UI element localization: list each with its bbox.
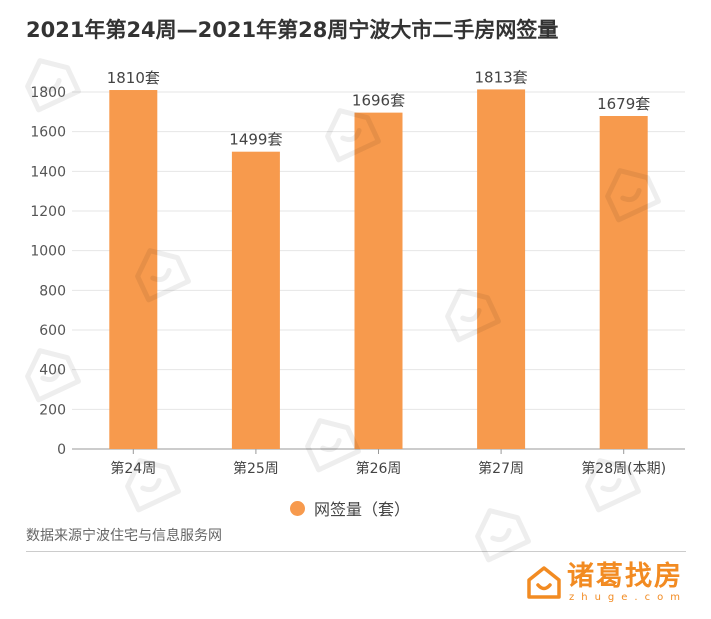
- data-label: 1813套: [475, 68, 528, 86]
- brand-domain: zhuge.com: [569, 592, 687, 603]
- y-tick-label: 200: [39, 402, 66, 418]
- x-tick-label: 第27周: [478, 460, 524, 477]
- value-labels: 1810套 1499套 1696套 1813套 1679套: [107, 68, 651, 148]
- y-tick-label: 600: [39, 323, 66, 339]
- source-note: 数据来源宁波住宅与信息服务网: [26, 528, 222, 544]
- y-tick-label: 1600: [30, 125, 66, 141]
- brand-name: 诸葛找房: [567, 561, 683, 592]
- bar-chart: 0 200 400 600 800 1000 1200 1400 1600 1800 第24周 第25…: [30, 68, 685, 477]
- legend-label: 网签量（套）: [314, 500, 411, 519]
- axes: 0 200 400 600 800 1000 1200 1400 1600 1800 第24周 第25…: [30, 85, 685, 477]
- data-label: 1679套: [597, 95, 650, 113]
- brand-logo: 诸葛找房 zhuge.com: [527, 562, 687, 603]
- bar: [354, 112, 403, 450]
- bar: [599, 115, 648, 449]
- bar: [477, 89, 526, 450]
- y-tick-label: 400: [39, 363, 66, 379]
- data-label: 1499套: [229, 131, 282, 149]
- y-tick-label: 1000: [30, 244, 66, 260]
- y-tick-label: 1400: [30, 164, 66, 180]
- y-tick-label: 800: [39, 283, 66, 299]
- legend-swatch: [290, 500, 305, 516]
- x-tick-label: 第25周: [233, 460, 279, 477]
- bars: [109, 89, 648, 450]
- y-tick-label: 1800: [30, 85, 66, 101]
- legend: 网签量（套）: [290, 496, 410, 520]
- bar: [109, 90, 158, 450]
- y-tick-label: 1200: [30, 204, 66, 220]
- x-tick-label: 第24周: [110, 460, 156, 477]
- data-label: 1810套: [107, 69, 160, 87]
- y-tick-label: 0: [57, 442, 66, 458]
- x-tick-label: 第26周: [356, 460, 402, 477]
- x-tick-label: 第28周(本期): [581, 460, 666, 477]
- chart-title: 2021年第24周—2021年第28周宁波大市二手房网签量: [26, 18, 559, 42]
- bar: [231, 151, 280, 449]
- footer-divider: [26, 551, 686, 552]
- house-logo-icon: [527, 565, 561, 599]
- watermark-smile-shape: [490, 527, 512, 543]
- data-label: 1696套: [352, 92, 405, 110]
